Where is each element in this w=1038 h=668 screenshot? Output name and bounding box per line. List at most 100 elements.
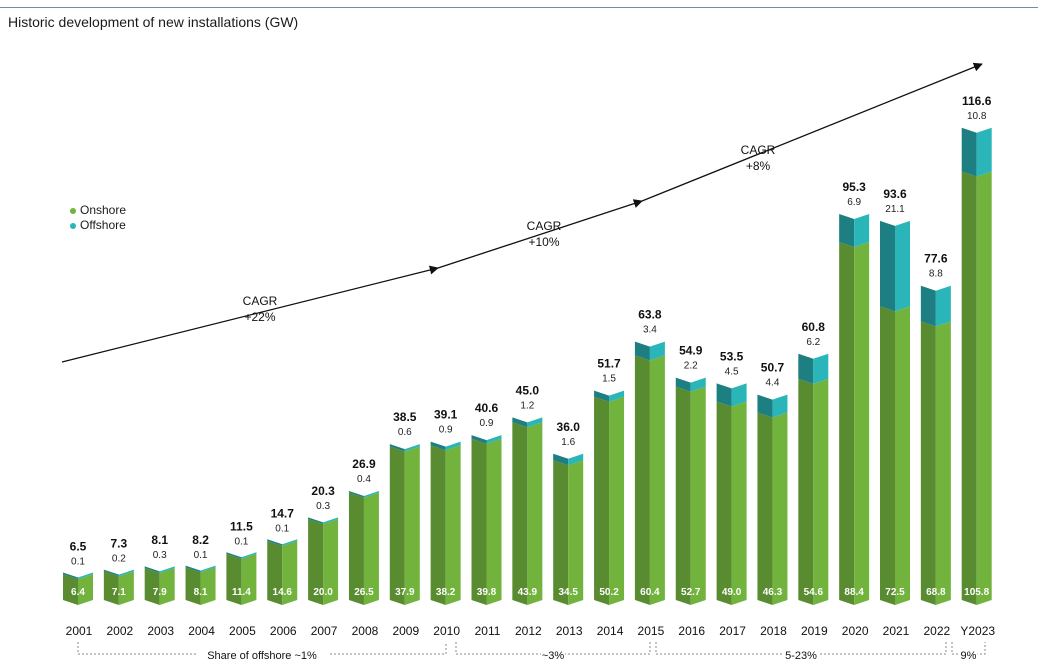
offshore-value-label: 1.5 bbox=[602, 374, 616, 385]
bar-onshore-2002-right bbox=[118, 571, 134, 605]
share-bracket-label-bg bbox=[959, 648, 978, 662]
onshore-value-label: 38.2 bbox=[436, 587, 456, 598]
bar-offshore-2006-left bbox=[267, 539, 283, 546]
cagr-label: CAGR bbox=[243, 294, 278, 308]
total-value-label: 8.2 bbox=[192, 533, 209, 547]
total-value-label: 53.5 bbox=[720, 349, 744, 363]
total-value-label: 93.6 bbox=[883, 187, 907, 201]
bar-onshore-2007-right bbox=[323, 519, 339, 605]
share-bracket-label-bg bbox=[196, 648, 328, 662]
total-value-label: 7.3 bbox=[111, 536, 128, 550]
bar-onshore-2019-left bbox=[798, 378, 814, 605]
bar-onshore-2017-left bbox=[716, 401, 732, 605]
offshore-value-label: 6.9 bbox=[847, 197, 861, 208]
share-bracket-label: ~3% bbox=[542, 650, 565, 662]
offshore-value-label: 0.1 bbox=[275, 523, 289, 534]
bar-offshore-2010-right bbox=[445, 441, 461, 451]
top-rule bbox=[0, 7, 1038, 8]
onshore-value-label: 46.3 bbox=[763, 587, 783, 598]
bar-onshore-2004-left bbox=[185, 567, 201, 605]
x-tick-label: 2021 bbox=[883, 624, 910, 638]
offshore-value-label: 0.3 bbox=[153, 550, 167, 561]
total-value-label: 14.7 bbox=[271, 506, 295, 520]
bar-onshore-2012-right bbox=[527, 422, 543, 605]
bar-onshore-2014-left bbox=[594, 396, 610, 605]
total-value-label: 6.5 bbox=[70, 540, 87, 554]
bar-onshore-Y2023-left bbox=[961, 171, 977, 605]
onshore-value-label: 6.4 bbox=[71, 587, 85, 598]
total-value-label: 51.7 bbox=[597, 357, 621, 371]
bar-onshore-2006-right bbox=[282, 540, 298, 605]
bar-onshore-2018-right bbox=[772, 412, 788, 605]
legend-label-offshore: Offshore bbox=[80, 218, 126, 232]
bar-offshore-2021-left bbox=[880, 220, 895, 312]
bar-onshore-2017-right bbox=[731, 401, 747, 605]
bar-onshore-2022-right bbox=[935, 321, 951, 605]
cagr-rate-label: +8% bbox=[746, 159, 771, 173]
bar-offshore-2014-right bbox=[609, 390, 625, 402]
bar-offshore-2008-right bbox=[363, 491, 379, 498]
x-tick-label: 2012 bbox=[515, 624, 542, 638]
bar-onshore-2020-left bbox=[839, 241, 855, 606]
x-tick-label: 2015 bbox=[638, 624, 665, 638]
bar-onshore-2001-right bbox=[78, 574, 93, 605]
onshore-value-label: 68.8 bbox=[926, 587, 946, 598]
bar-onshore-2005-right bbox=[241, 553, 257, 605]
bar-offshore-2011-right bbox=[486, 435, 502, 444]
x-tick-label: 2005 bbox=[229, 624, 256, 638]
x-tick-label: 2018 bbox=[760, 624, 787, 638]
total-value-label: 60.8 bbox=[802, 320, 826, 334]
bar-onshore-Y2023-right bbox=[976, 171, 992, 605]
onshore-value-label: 8.1 bbox=[194, 587, 208, 598]
onshore-value-label: 39.8 bbox=[477, 587, 497, 598]
bar-offshore-2016-left bbox=[675, 377, 691, 392]
bar-onshore-2010-right bbox=[445, 445, 461, 605]
bar-onshore-2013-left bbox=[553, 460, 569, 605]
onshore-value-label: 88.4 bbox=[844, 587, 864, 598]
bar-offshore-2003-left bbox=[144, 566, 160, 574]
offshore-value-label: 0.6 bbox=[398, 427, 412, 438]
bar-offshore-2008-left bbox=[348, 491, 364, 498]
x-tick-label: 2014 bbox=[597, 624, 624, 638]
bar-onshore-2009-right bbox=[404, 446, 420, 605]
bar-onshore-2009-left bbox=[389, 446, 405, 605]
x-tick-label: 2007 bbox=[311, 624, 338, 638]
cagr-label: CAGR bbox=[527, 219, 562, 233]
bar-onshore-2022-left bbox=[920, 321, 936, 605]
bar-onshore-2015-left bbox=[634, 355, 650, 605]
offshore-value-label: 0.1 bbox=[234, 536, 248, 547]
total-value-label: 40.6 bbox=[475, 401, 499, 415]
bar-onshore-2002-left bbox=[103, 571, 119, 605]
bar-offshore-2013-left bbox=[553, 453, 569, 466]
bar-offshore-2009-right bbox=[404, 444, 420, 452]
bar-onshore-2021-left bbox=[880, 306, 895, 605]
bar-offshore-2018-right bbox=[772, 394, 788, 418]
bar-onshore-2014-right bbox=[609, 396, 625, 605]
offshore-value-label: 21.1 bbox=[885, 204, 905, 215]
onshore-value-label: 50.2 bbox=[599, 587, 619, 598]
bar-offshore-2021-right bbox=[895, 220, 910, 312]
x-tick-label: 2020 bbox=[842, 624, 869, 638]
cagr-rate-label: +10% bbox=[528, 235, 559, 249]
bar-onshore-2010-left bbox=[430, 445, 446, 605]
offshore-value-label: 4.5 bbox=[725, 366, 739, 377]
total-value-label: 50.7 bbox=[761, 361, 785, 375]
bar-offshore-Y2023-right bbox=[976, 127, 992, 177]
offshore-value-label: 0.9 bbox=[439, 425, 453, 436]
bar-onshore-2012-left bbox=[512, 422, 528, 605]
offshore-value-label: 1.6 bbox=[561, 437, 575, 448]
bar-onshore-2015-right bbox=[649, 355, 665, 605]
offshore-value-label: 0.1 bbox=[71, 557, 85, 568]
x-tick-label: 2017 bbox=[719, 624, 746, 638]
share-bracket-label: 5-23% bbox=[785, 650, 817, 662]
onshore-value-label: 37.9 bbox=[395, 587, 415, 598]
onshore-value-label: 7.9 bbox=[153, 587, 167, 598]
offshore-value-label: 0.9 bbox=[480, 418, 494, 429]
bar-onshore-2016-right bbox=[690, 386, 706, 605]
bar-offshore-2015-left bbox=[634, 341, 650, 361]
legend-swatch-onshore bbox=[70, 207, 76, 214]
bar-onshore-2019-right bbox=[813, 378, 829, 605]
bar-onshore-2003-right bbox=[159, 568, 175, 605]
legend-swatch-offshore bbox=[70, 222, 76, 229]
onshore-value-label: 43.9 bbox=[518, 587, 538, 598]
